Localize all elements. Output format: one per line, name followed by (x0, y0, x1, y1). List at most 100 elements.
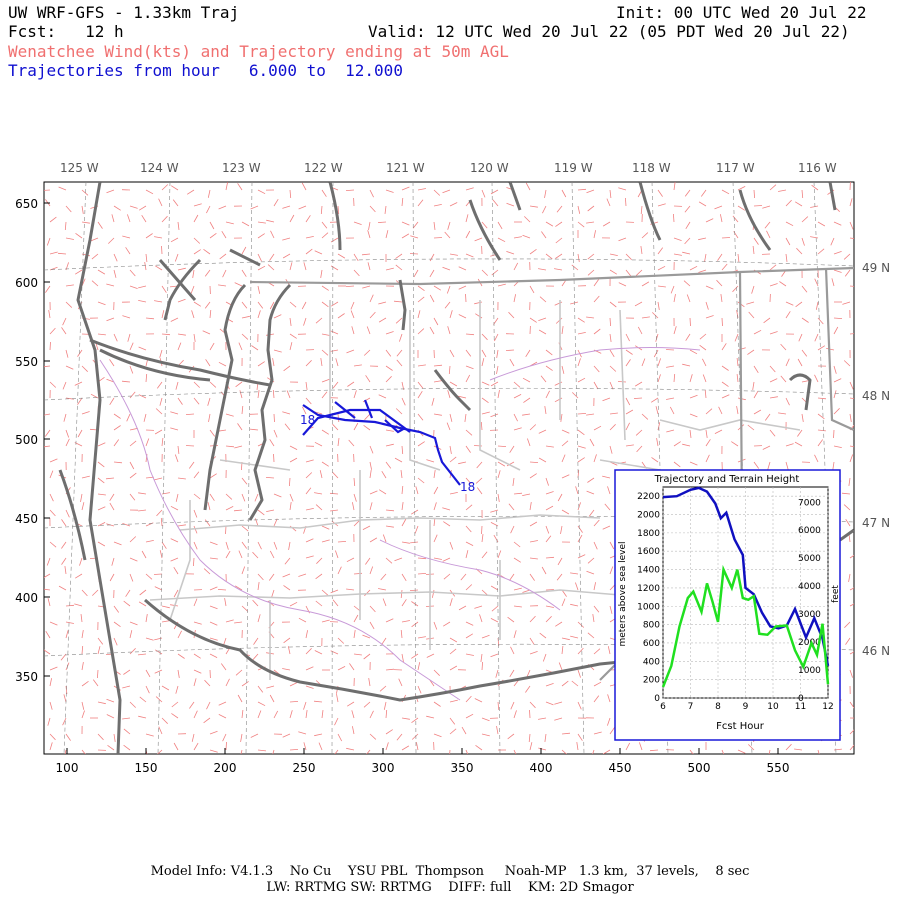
wind-barb (225, 541, 229, 550)
wind-barb (125, 589, 131, 597)
wind-barb (577, 502, 581, 511)
wind-barb (209, 381, 217, 388)
wind-barb (270, 230, 275, 239)
wind-barb (367, 230, 371, 239)
wind-barb (154, 300, 163, 303)
wind-barb (433, 701, 441, 707)
wind-barb (314, 441, 323, 447)
wind-barb (592, 614, 595, 623)
wind-barb (97, 269, 106, 275)
wind-barb (145, 573, 153, 580)
wind-barb (779, 281, 787, 287)
wind-barb (513, 587, 522, 591)
wind-barb (561, 749, 567, 754)
inset-right-tick: 4000 (798, 582, 821, 592)
wind-barb (321, 221, 328, 229)
county-lines (149, 300, 801, 680)
wind-barb (417, 364, 426, 367)
wind-barb (657, 285, 666, 288)
wind-barb (545, 701, 554, 706)
wind-barb (764, 413, 771, 421)
y-tick: 650 (15, 197, 38, 211)
wind-barb (61, 541, 67, 549)
wind-barb (607, 486, 611, 495)
wind-barb (44, 649, 51, 655)
wind-barb (417, 199, 424, 207)
wind-barb (393, 300, 403, 303)
wind-barb (721, 394, 730, 399)
wind-barb (321, 619, 330, 623)
wind-barb (497, 445, 507, 447)
wind-barb (721, 365, 729, 371)
wind-barb (465, 749, 469, 754)
wind-barb (732, 215, 739, 223)
wind-barb (346, 701, 355, 707)
wind-barb (368, 221, 371, 230)
wind-barb (97, 442, 106, 447)
wind-barb (753, 461, 760, 469)
wind-barb (561, 509, 570, 515)
wind-barb (490, 585, 499, 591)
wind-barb (673, 253, 682, 256)
wind-barb (361, 253, 371, 256)
wind-barb (282, 237, 291, 241)
wind-barb (702, 374, 707, 383)
wind-barb (529, 651, 538, 655)
wind-barb (593, 425, 602, 431)
wind-barb (269, 301, 275, 310)
wind-barb (219, 253, 227, 260)
wind-barb (417, 296, 425, 303)
wind-barb (62, 381, 67, 390)
wind-barb (689, 317, 691, 327)
wind-barb (113, 205, 121, 211)
wind-barb (305, 508, 314, 511)
wind-barb (81, 710, 85, 719)
wind-barb (377, 221, 387, 223)
wind-barb (349, 663, 355, 671)
wind-barb (778, 412, 787, 415)
wind-barb (138, 285, 147, 289)
wind-barb (689, 265, 698, 271)
wind-barb (400, 470, 403, 479)
wind-barb (481, 661, 483, 671)
wind-barb (129, 621, 138, 626)
wind-barb (561, 365, 565, 374)
wind-barb (49, 701, 53, 710)
wind-barb (560, 413, 563, 422)
wind-barb (369, 566, 374, 575)
wind-barb (332, 423, 339, 431)
wind-barb (65, 621, 74, 624)
wind-barb (129, 573, 134, 582)
wind-barb (670, 285, 675, 294)
wind-barb (193, 525, 198, 534)
wind-barb (209, 541, 218, 546)
wind-barb (321, 539, 330, 543)
wind-barb (410, 235, 419, 239)
wind-barb (433, 621, 438, 630)
wind-barb (848, 573, 851, 582)
wind-barb (849, 445, 854, 448)
wind-barb (465, 504, 473, 511)
inset-left-tick: 600 (643, 639, 660, 649)
wind-barb (618, 187, 627, 191)
wind-barb (81, 680, 89, 687)
wind-barb (111, 214, 115, 223)
wind-barb (465, 621, 474, 626)
wind-barb (257, 285, 261, 294)
wind-barb (385, 230, 389, 239)
x-tick: 500 (688, 761, 711, 775)
wind-barb (113, 413, 121, 419)
wind-barb (273, 493, 282, 498)
wind-barb (609, 412, 618, 415)
wind-barb (785, 461, 789, 470)
wind-barb (47, 717, 51, 726)
wind-barb (75, 232, 83, 239)
wind-barb (561, 637, 570, 641)
wind-barb (801, 413, 804, 422)
wind-barb (62, 317, 67, 326)
wind-barb (609, 605, 613, 614)
wind-barb (609, 317, 611, 327)
wind-barb (273, 349, 282, 353)
wind-barb (395, 253, 403, 259)
wind-barb (449, 541, 454, 550)
